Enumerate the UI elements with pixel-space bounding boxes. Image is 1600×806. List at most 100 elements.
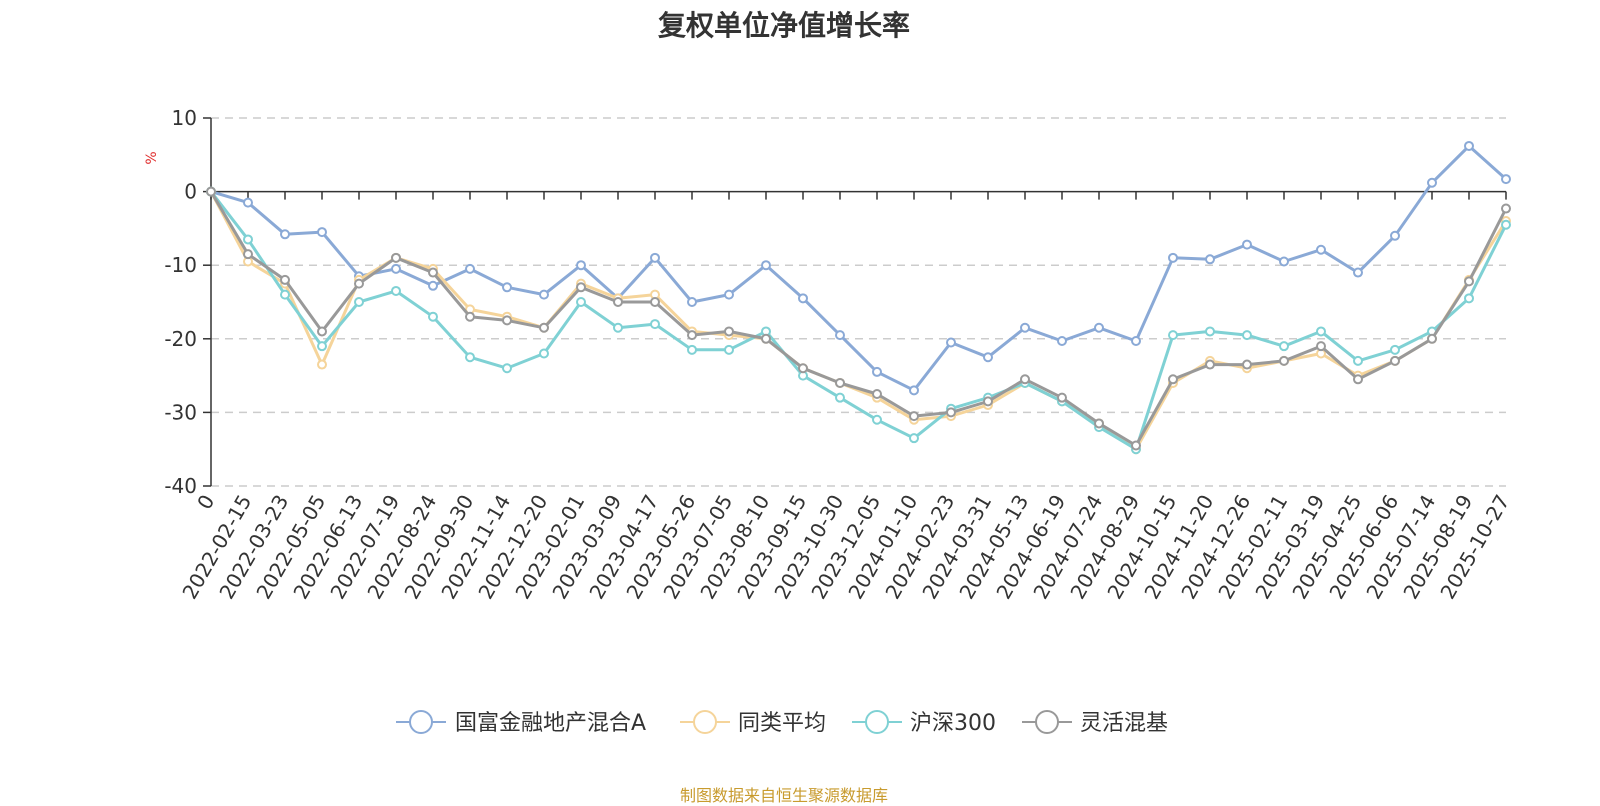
series-3-point bbox=[613, 322, 623, 333]
legend-marker-2[interactable] bbox=[693, 710, 717, 734]
series-1-point bbox=[317, 227, 327, 238]
y-tick-label: -40 bbox=[164, 474, 197, 498]
series-1-point bbox=[1353, 267, 1363, 278]
series-4-point bbox=[1427, 333, 1437, 344]
series-line-1 bbox=[210, 144, 1508, 392]
series-4-point bbox=[1205, 359, 1215, 370]
series-4-point bbox=[1464, 276, 1474, 287]
series-1-point bbox=[243, 197, 253, 208]
legend-marker-4[interactable] bbox=[1035, 710, 1059, 734]
legend-label-4[interactable]: 灵活混基 bbox=[1080, 711, 1168, 736]
series-1-point bbox=[650, 252, 660, 263]
data-source-note: 制图数据来自恒生聚源数据库 bbox=[679, 786, 888, 805]
series-1-point bbox=[1390, 230, 1400, 241]
series-1-point bbox=[1020, 322, 1030, 333]
series-4-point bbox=[1279, 355, 1289, 366]
series-1-point bbox=[465, 263, 475, 274]
y-axis-unit: % bbox=[144, 151, 160, 164]
y-tick-label: -20 bbox=[164, 327, 197, 351]
series-1-point bbox=[1205, 254, 1215, 265]
series-1-point bbox=[983, 352, 993, 363]
series-3-point bbox=[1242, 330, 1252, 341]
series-4-point bbox=[798, 363, 808, 374]
series-3-point bbox=[1390, 344, 1400, 355]
series-4-point bbox=[1390, 355, 1400, 366]
series-1-point bbox=[687, 297, 697, 307]
legend-label-2[interactable]: 同类平均 bbox=[738, 711, 826, 736]
series-4-point bbox=[650, 297, 660, 307]
series-4-point bbox=[502, 315, 512, 326]
series-4-point bbox=[428, 267, 438, 278]
series-1-point bbox=[1131, 336, 1141, 347]
series-1-point bbox=[724, 289, 734, 300]
series-4-point bbox=[391, 252, 401, 263]
series-line-2 bbox=[209, 190, 1508, 451]
series-line-4 bbox=[209, 190, 1508, 447]
series-4-point bbox=[1501, 203, 1511, 214]
series-1-point bbox=[391, 263, 401, 274]
series-group bbox=[206, 140, 1511, 455]
series-3-point bbox=[280, 289, 290, 300]
series-3-point bbox=[1205, 326, 1215, 337]
series-1-point bbox=[872, 366, 882, 377]
series-4-point bbox=[1131, 440, 1141, 451]
y-tick-label: -30 bbox=[164, 400, 197, 424]
y-tick-label: 10 bbox=[172, 106, 197, 130]
series-4-point bbox=[1316, 341, 1326, 352]
series-line-3 bbox=[209, 190, 1508, 451]
series-4-point bbox=[1168, 374, 1178, 385]
series-1-point bbox=[1464, 140, 1474, 151]
series-1-point bbox=[909, 385, 919, 396]
series-3-point bbox=[428, 311, 438, 322]
series-1-point bbox=[1168, 252, 1178, 263]
series-3-point bbox=[391, 285, 401, 296]
series-3-point bbox=[317, 341, 327, 352]
series-1-point bbox=[280, 229, 290, 240]
series-3-point bbox=[1353, 355, 1363, 366]
series-1-point bbox=[539, 289, 549, 300]
series-4-point bbox=[872, 389, 882, 399]
series-3-point bbox=[650, 319, 660, 330]
series-1-point bbox=[1427, 177, 1437, 188]
series-4-point bbox=[1094, 418, 1104, 429]
series-1-point bbox=[1279, 256, 1289, 267]
series-1-point bbox=[1242, 239, 1252, 250]
legend-marker-1[interactable] bbox=[409, 710, 433, 734]
y-axis: 10 0 -10 -20 -30 -40% bbox=[144, 106, 212, 498]
series-3-point bbox=[243, 234, 253, 245]
line-chart: 100-10-20-30-40% 02022-02-152022-03-2320… bbox=[144, 106, 1514, 736]
series-3-point bbox=[1501, 219, 1511, 230]
series-4-point bbox=[243, 249, 253, 260]
series-1-point bbox=[1094, 322, 1104, 333]
series-3-point bbox=[539, 348, 549, 359]
series-4-point bbox=[317, 326, 327, 337]
legend-label-3[interactable]: 沪深300 bbox=[910, 711, 996, 736]
series-4-point bbox=[1020, 374, 1030, 385]
x-tick-label: 0 bbox=[192, 491, 219, 514]
series-3-point bbox=[1279, 341, 1289, 352]
y-tick-label: -10 bbox=[164, 253, 197, 277]
series-4-point bbox=[206, 186, 216, 197]
series-3-point bbox=[1168, 330, 1178, 341]
series-4-point bbox=[1242, 359, 1252, 370]
series-3-point bbox=[1464, 293, 1474, 304]
series-4-point bbox=[613, 297, 623, 307]
series-3-point bbox=[724, 344, 734, 355]
series-4-point bbox=[1353, 374, 1363, 385]
legend-label-1[interactable]: 国富金融地产混合A bbox=[455, 711, 646, 736]
series-4-point bbox=[724, 326, 734, 337]
series-4-point bbox=[983, 396, 993, 407]
series-3-point bbox=[576, 297, 586, 307]
gridlines bbox=[211, 117, 1506, 487]
series-3-point bbox=[835, 392, 845, 403]
series-4-point bbox=[465, 311, 475, 322]
series-1-point bbox=[1501, 174, 1511, 185]
series-1-point bbox=[428, 280, 438, 291]
series-4-point bbox=[539, 322, 549, 333]
series-3-point bbox=[872, 414, 882, 425]
series-4-point bbox=[354, 278, 364, 289]
series-3-point bbox=[909, 433, 919, 444]
series-1-point bbox=[1316, 244, 1326, 255]
legend-marker-3[interactable] bbox=[865, 710, 889, 734]
series-1-point bbox=[761, 260, 771, 271]
